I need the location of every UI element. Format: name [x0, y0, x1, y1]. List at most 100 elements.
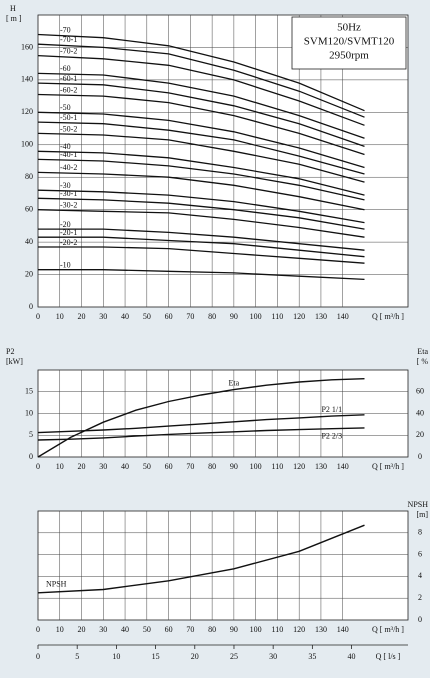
- y-axis-unit: [kW]: [6, 357, 23, 366]
- x-tick-label: 100: [250, 625, 262, 634]
- x-tick-label: 40: [121, 312, 129, 321]
- x-tick-label: 80: [208, 312, 216, 321]
- x-tick-label: 30: [99, 312, 107, 321]
- x2-tick-label: 35: [308, 652, 316, 661]
- x2-tick-label: 30: [269, 652, 277, 661]
- y-tick-label: 40: [25, 237, 33, 246]
- y-tick-label: 140: [21, 75, 33, 84]
- annotation: 50Hz: [337, 22, 361, 34]
- y2-tick-label: 0: [418, 615, 422, 624]
- x-tick-label: 100: [250, 462, 262, 471]
- series-label: -50-2: [60, 124, 77, 133]
- curve: [37, 171, 365, 211]
- series-label: -40-2: [60, 163, 77, 172]
- x2-tick-label: 0: [36, 652, 40, 661]
- x2-tick-label: 40: [348, 652, 356, 661]
- x-tick-label: 70: [186, 625, 194, 634]
- x-tick-label: 0: [36, 312, 40, 321]
- x-tick-label: 10: [56, 462, 64, 471]
- x2-tick-label: 15: [152, 652, 160, 661]
- series-label: Eta: [229, 378, 240, 387]
- x-tick-label: 20: [78, 625, 86, 634]
- series-label: -30-1: [60, 189, 77, 198]
- x2-tick-label: 10: [112, 652, 120, 661]
- x-tick-label: 110: [272, 462, 284, 471]
- series-label: P2 1/1: [321, 405, 342, 414]
- y2-axis-label: Eta: [417, 347, 428, 356]
- x-tick-label: 10: [56, 625, 64, 634]
- x-tick-label: 80: [208, 625, 216, 634]
- series-label: -20-1: [60, 228, 77, 237]
- x-tick-label: 90: [230, 625, 238, 634]
- x-tick-label: 120: [293, 462, 305, 471]
- y2-tick-label: 4: [418, 571, 422, 580]
- curve: [37, 158, 365, 201]
- curve: [37, 54, 365, 126]
- x-tick-label: 110: [272, 312, 284, 321]
- curve: [38, 228, 365, 251]
- x-tick-label: 20: [78, 312, 86, 321]
- series-label: -50: [60, 103, 71, 112]
- curve: [37, 111, 365, 169]
- series-label: -10: [60, 261, 71, 270]
- y2-tick-label: 8: [418, 528, 422, 537]
- curve: [37, 43, 365, 118]
- curve: [37, 72, 365, 139]
- curve: [37, 189, 365, 224]
- x-tick-label: 10: [56, 312, 64, 321]
- x-tick-label: 40: [121, 625, 129, 634]
- y-axis-unit: [ m ]: [6, 14, 22, 23]
- y-tick-label: 80: [25, 172, 33, 181]
- x-tick-label: 130: [315, 625, 327, 634]
- x-tick-label: 60: [165, 625, 173, 634]
- y-tick-label: 5: [29, 430, 33, 439]
- y-tick-label: 0: [29, 302, 33, 311]
- y-tick-label: 20: [25, 269, 33, 278]
- x-tick-label: 20: [78, 462, 86, 471]
- x-tick-label: 80: [208, 462, 216, 471]
- x-tick-label: 0: [36, 462, 40, 471]
- y2-tick-label: 0: [418, 452, 422, 461]
- x-tick-label: 130: [315, 312, 327, 321]
- x-tick-label: 140: [337, 312, 349, 321]
- curve: [37, 197, 365, 230]
- plot-area: [37, 510, 409, 621]
- x-tick-label: 140: [337, 625, 349, 634]
- curve: [38, 269, 365, 281]
- curve: [38, 236, 365, 258]
- series-label: -60-2: [60, 85, 77, 94]
- curve: [37, 121, 365, 175]
- x-axis-label: Q [ m³/h ]: [372, 312, 404, 321]
- curve: [37, 427, 365, 441]
- y-tick-label: 15: [25, 387, 33, 396]
- x-tick-label: 60: [165, 312, 173, 321]
- curve: [37, 378, 365, 458]
- curve: [37, 33, 365, 112]
- curve: [37, 132, 365, 183]
- annotation: SVM120/SVMT120: [304, 36, 395, 48]
- y-axis-label: P2: [6, 347, 14, 356]
- curve: [38, 246, 365, 264]
- y-tick-label: 160: [21, 42, 33, 51]
- curve: [37, 524, 365, 594]
- x-axis-label: Q [ m³/h ]: [372, 462, 404, 471]
- x-tick-label: 30: [99, 625, 107, 634]
- y2-tick-label: 2: [418, 593, 422, 602]
- x2-tick-label: 20: [191, 652, 199, 661]
- x-tick-label: 90: [230, 462, 238, 471]
- x-tick-label: 120: [293, 312, 305, 321]
- y2-tick-label: 6: [418, 549, 422, 558]
- curve: [37, 150, 365, 196]
- series-label: -70-2: [60, 46, 77, 55]
- series-label: -40: [60, 142, 71, 151]
- y-tick-label: 10: [25, 408, 33, 417]
- series-label: P2 2/3: [321, 432, 342, 441]
- y2-axis-label: NPSH: [408, 500, 429, 509]
- x-tick-label: 90: [230, 312, 238, 321]
- series-label: -30: [60, 181, 71, 190]
- annotation-box: [291, 16, 407, 70]
- x-tick-label: 100: [250, 312, 262, 321]
- curve: [37, 93, 365, 156]
- curve: [37, 209, 365, 238]
